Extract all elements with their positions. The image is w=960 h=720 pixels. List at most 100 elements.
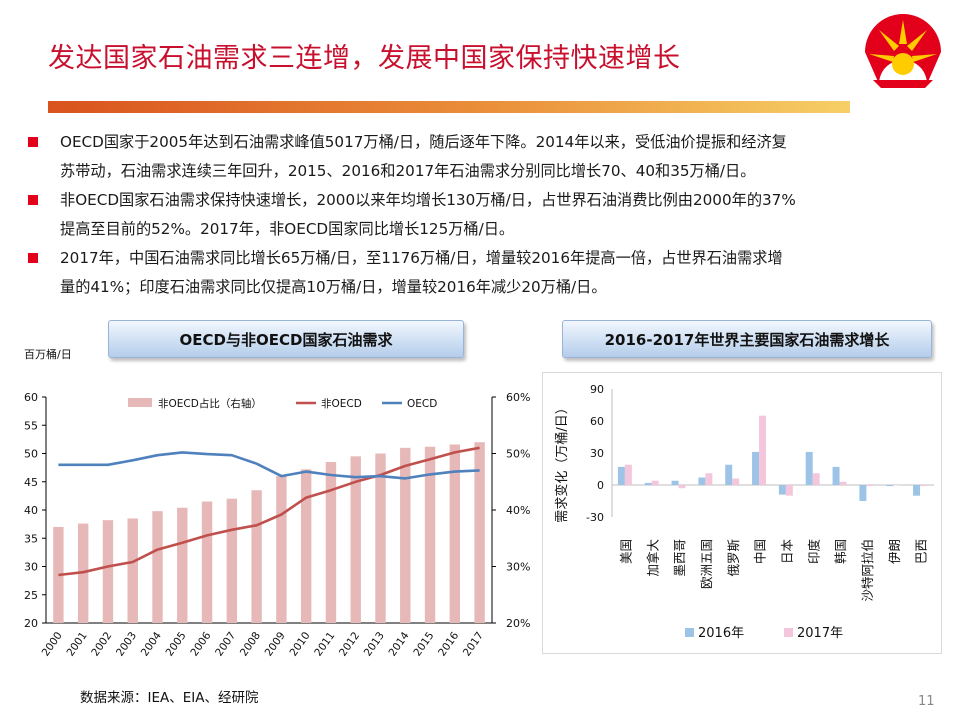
legend-swatch-2016 bbox=[685, 628, 694, 637]
growth-bar-2016 bbox=[698, 477, 706, 485]
x-tick-label: 2008 bbox=[238, 630, 263, 659]
growth-bar-2016 bbox=[832, 466, 840, 485]
title-underline-bar bbox=[48, 101, 850, 113]
left-y-tick-label: 55 bbox=[24, 419, 38, 432]
category-label: 中国 bbox=[753, 539, 768, 564]
share-bar bbox=[53, 526, 64, 623]
x-tick-label: 2015 bbox=[411, 630, 436, 659]
share-bar bbox=[400, 447, 411, 623]
right-y-tick-label: 30% bbox=[506, 561, 530, 574]
share-bar bbox=[251, 490, 262, 623]
left-y-tick-label: 40 bbox=[24, 504, 38, 517]
growth-bar-2016 bbox=[805, 451, 813, 485]
growth-bar-2017 bbox=[678, 485, 686, 489]
share-bar bbox=[127, 518, 138, 623]
bullet-square-icon bbox=[28, 195, 38, 205]
x-tick-label: 2005 bbox=[164, 630, 189, 659]
x-tick-label: 2004 bbox=[139, 630, 164, 659]
left-chart-header: OECD与非OECD国家石油需求 bbox=[108, 320, 464, 358]
growth-bar-2016 bbox=[725, 464, 733, 485]
y-tick-label: 60 bbox=[590, 415, 604, 428]
right-chart-frame bbox=[542, 372, 942, 654]
growth-bar-2017 bbox=[759, 415, 767, 485]
left-axis-unit-label: 百万桶/日 bbox=[24, 348, 72, 361]
page-number: 11 bbox=[918, 694, 935, 709]
growth-bar-2016 bbox=[644, 482, 652, 485]
share-bar bbox=[152, 511, 163, 623]
category-label: 美国 bbox=[618, 539, 633, 564]
legend-swatch-2017 bbox=[784, 628, 793, 637]
left-y-tick-label: 30 bbox=[24, 561, 38, 574]
bullet-text-line: 非OECD国家石油需求保持快速增长，2000以来年均增长130万桶/日，占世界石… bbox=[60, 191, 796, 209]
bullet-item: OECD国家于2005年达到石油需求峰值5017万桶/日，随后逐年下降。2014… bbox=[28, 128, 928, 186]
x-tick-label: 2003 bbox=[114, 630, 139, 659]
share-bar bbox=[201, 501, 213, 623]
category-label: 墨西哥 bbox=[672, 539, 687, 577]
category-label: 加拿大 bbox=[645, 539, 660, 577]
category-label: 巴西 bbox=[914, 539, 929, 564]
growth-bar-2016 bbox=[617, 466, 625, 485]
share-bar bbox=[276, 476, 287, 623]
growth-bar-2017 bbox=[812, 473, 820, 485]
share-bar bbox=[325, 461, 337, 623]
x-tick-label: 2016 bbox=[436, 630, 461, 659]
legend-swatch-share bbox=[128, 398, 152, 407]
x-tick-label: 2007 bbox=[213, 630, 238, 659]
share-bar bbox=[474, 442, 485, 623]
right-y-tick-label: 50% bbox=[506, 448, 530, 461]
left-y-tick-label: 25 bbox=[24, 589, 38, 602]
bullet-text-line: OECD国家于2005年达到石油需求峰值5017万桶/日，随后逐年下降。2014… bbox=[60, 133, 787, 151]
growth-bar-2017 bbox=[651, 480, 659, 485]
growth-bar-2017 bbox=[893, 485, 901, 486]
x-tick-label: 2013 bbox=[362, 630, 387, 659]
bullet-square-icon bbox=[28, 253, 38, 263]
x-tick-label: 2014 bbox=[387, 630, 412, 659]
oecd-line bbox=[58, 451, 480, 480]
y-tick-label: 90 bbox=[590, 383, 604, 396]
x-tick-label: 2012 bbox=[337, 630, 362, 659]
y-tick-label: 30 bbox=[590, 447, 604, 460]
share-bar bbox=[102, 520, 114, 623]
left-y-tick-label: 60 bbox=[24, 391, 38, 404]
growth-bar-2017 bbox=[732, 478, 740, 485]
growth-bar-2017 bbox=[705, 473, 713, 485]
growth-bar-2016 bbox=[859, 485, 867, 501]
right-chart-header: 2016-2017年世界主要国家石油需求增长 bbox=[562, 320, 932, 358]
share-bar bbox=[449, 444, 461, 623]
category-label: 印度 bbox=[806, 539, 821, 565]
left-y-tick-label: 35 bbox=[24, 532, 38, 545]
bullet-item: 2017年，中国石油需求同比增长65万桶/日，至1176万桶/日，增量较2016… bbox=[28, 244, 928, 302]
right-y-tick-label: 20% bbox=[506, 617, 530, 630]
growth-bar-2016 bbox=[886, 485, 894, 487]
bullet-text-line: 2017年，中国石油需求同比增长65万桶/日，至1176万桶/日，增量较2016… bbox=[60, 249, 783, 267]
growth-bar-2016 bbox=[752, 451, 760, 485]
bullet-list: OECD国家于2005年达到石油需求峰值5017万桶/日，随后逐年下降。2014… bbox=[28, 128, 928, 302]
share-bar bbox=[424, 446, 436, 623]
legend-label: 2017年 bbox=[797, 626, 843, 641]
non-oecd-line bbox=[58, 446, 480, 577]
category-label: 俄罗斯 bbox=[726, 539, 741, 577]
y-axis-title: 需求变化（万桶/日） bbox=[554, 401, 570, 522]
growth-bar-2016 bbox=[778, 485, 786, 495]
growth-bar-2017 bbox=[785, 485, 793, 496]
growth-bar-2016 bbox=[671, 480, 679, 485]
share-bar bbox=[226, 498, 238, 623]
share-bar bbox=[350, 456, 361, 623]
right-y-tick-label: 40% bbox=[506, 504, 530, 517]
x-tick-label: 2006 bbox=[188, 630, 213, 659]
category-label: 沙特阿拉伯 bbox=[860, 539, 875, 602]
page-title: 发达国家石油需求三连增，发展中国家保持快速增长 bbox=[48, 43, 681, 74]
left-y-tick-label: 20 bbox=[24, 617, 38, 630]
x-tick-label: 2009 bbox=[263, 630, 288, 659]
y-tick-label: -30 bbox=[586, 511, 604, 524]
left-y-tick-label: 45 bbox=[24, 476, 38, 489]
bullet-text-line: 提高至目前的52%。2017年，非OECD国家同比增长125万桶/日。 bbox=[60, 220, 515, 238]
legend-label: 非OECD bbox=[321, 398, 362, 410]
category-label: 欧洲五国 bbox=[699, 539, 714, 589]
y-tick-label: 0 bbox=[597, 479, 604, 492]
right-y-tick-label: 60% bbox=[506, 391, 530, 404]
bullet-square-icon bbox=[28, 137, 38, 147]
left-y-tick-label: 50 bbox=[24, 448, 38, 461]
legend-label: 2016年 bbox=[698, 626, 744, 641]
